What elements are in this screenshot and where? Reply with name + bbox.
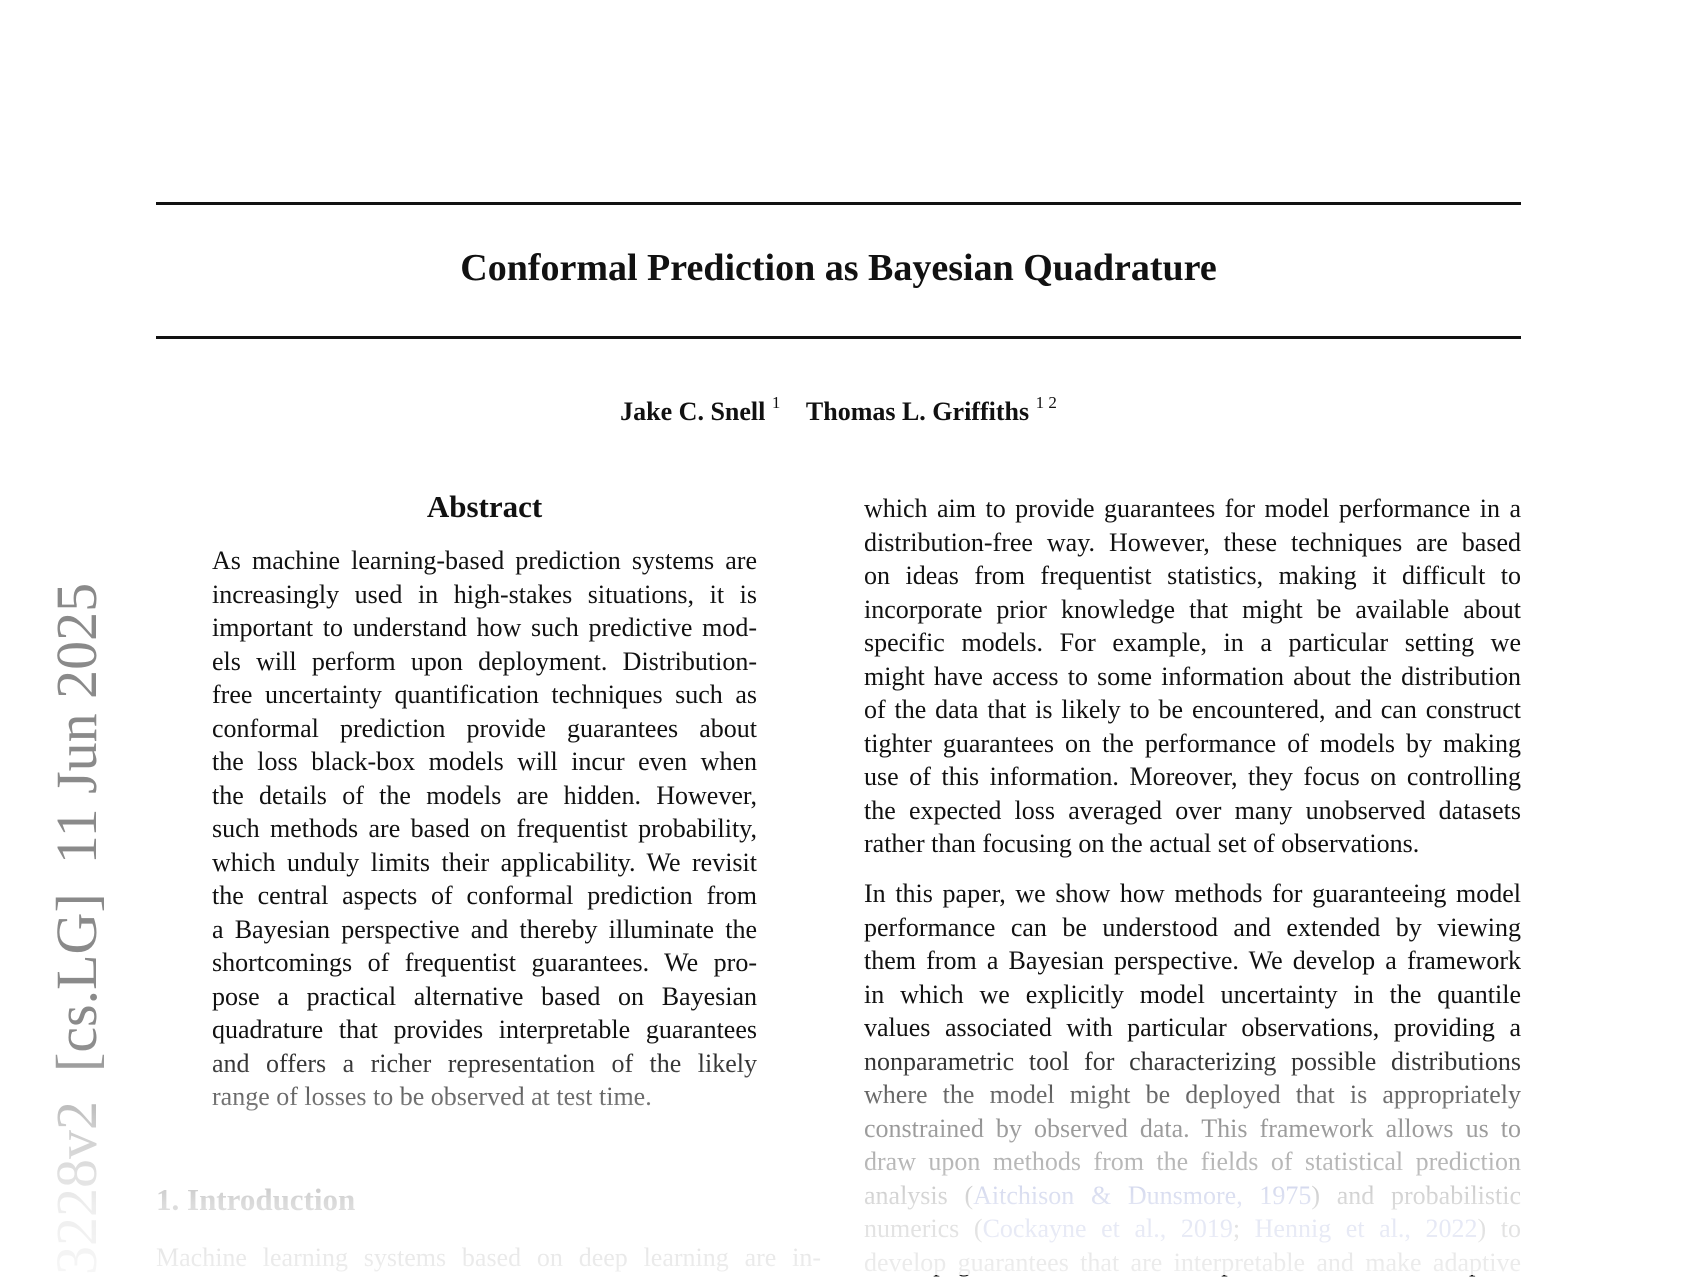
text-line: them from a Bayesian perspective. We dev… [864, 944, 1521, 978]
text-line: develop guarantees that are interpretabl… [864, 1246, 1521, 1279]
text-line: performance can be understood and extend… [864, 911, 1521, 945]
text-line: where the model might be deployed that i… [864, 1078, 1521, 1112]
text-line: distribution-free way. However, these te… [864, 526, 1521, 560]
text-line: analysis (Aitchison & Dunsmore, 1975) an… [864, 1179, 1521, 1213]
text-line: draw upon methods from the fields of sta… [864, 1145, 1521, 1179]
text-line: in which we explicitly model uncertainty… [864, 978, 1521, 1012]
text-line: use of this information. Moreover, they … [864, 760, 1521, 794]
text-line: values associated with particular observ… [864, 1011, 1521, 1045]
right-column-paragraph-2: In this paper, we show how methods for g… [864, 877, 1521, 1279]
text-line: numerics (Cockayne et al., 2019; Hennig … [864, 1212, 1521, 1246]
text-line: incorporate prior knowledge that might b… [864, 593, 1521, 627]
text-line: a Bayesian perspective and thereby illum… [212, 913, 757, 947]
text-line: which unduly limits their applicability.… [212, 846, 757, 880]
author-affiliation: 1 2 [1036, 393, 1057, 412]
abstract-heading: Abstract [212, 489, 757, 525]
introduction-body: Machine learning systems based on deep l… [156, 1241, 821, 1275]
text-line: the loss black-box models will incur eve… [212, 745, 757, 779]
text-line: tighter guarantees on the performance of… [864, 727, 1521, 761]
author-name: Thomas L. Griffiths [806, 397, 1029, 426]
text-line: the details of the models are hidden. Ho… [212, 779, 757, 813]
author-list: Jake C. Snell 1 Thomas L. Griffiths 1 2 [156, 397, 1521, 427]
text-line: pose a practical alternative based on Ba… [212, 980, 757, 1014]
text-line: and offers a richer representation of th… [212, 1047, 757, 1081]
text-line: In this paper, we show how methods for g… [864, 877, 1521, 911]
text-line: the central aspects of conformal predict… [212, 879, 757, 913]
text-line: nonparametric tool for characterizing po… [864, 1045, 1521, 1079]
text-line: rather than focusing on the actual set o… [864, 827, 1521, 861]
section-heading-introduction: 1. Introduction [156, 1182, 355, 1218]
text-line: els will perform upon deployment. Distri… [212, 645, 757, 679]
text-line: such methods are based on frequentist pr… [212, 812, 757, 846]
text-line: quadrature that provides interpretable g… [212, 1013, 757, 1047]
text-line: of the data that is likely to be encount… [864, 693, 1521, 727]
text-line: conformal prediction provide guarantees … [212, 712, 757, 746]
right-column-paragraph-1: which aim to provide guarantees for mode… [864, 492, 1521, 861]
title-bottom-rule [156, 336, 1521, 339]
text-line: increasingly used in high-stakes situati… [212, 578, 757, 612]
text-line: on ideas from frequentist statistics, ma… [864, 559, 1521, 593]
abstract-body: As machine learning-based prediction sys… [212, 544, 757, 1114]
citation-link[interactable]: Hennig et al., 2022 [1255, 1214, 1478, 1243]
top-rule [156, 202, 1521, 205]
text-line: specific models. For example, in a parti… [864, 626, 1521, 660]
text-line: important to understand how such predict… [212, 611, 757, 645]
text-line: free uncertainty quantification techniqu… [212, 678, 757, 712]
citation-link[interactable]: Aitchison & Dunsmore, 1975 [973, 1181, 1311, 1210]
text-line: range of losses to be observed at test t… [212, 1080, 757, 1114]
citation-link[interactable]: Cockayne et al., 2019 [983, 1214, 1233, 1243]
text-line: which aim to provide guarantees for mode… [864, 492, 1521, 526]
text-line: might have access to some information ab… [864, 660, 1521, 694]
author-affiliation: 1 [772, 393, 781, 412]
text-line: shortcomings of frequentist guarantees. … [212, 946, 757, 980]
text-line: constrained by observed data. This frame… [864, 1112, 1521, 1146]
paper-title: Conformal Prediction as Bayesian Quadrat… [156, 246, 1521, 290]
text-line: Machine learning systems based on deep l… [156, 1241, 821, 1275]
text-line: As machine learning-based prediction sys… [212, 544, 757, 578]
text-line: the expected loss averaged over many uno… [864, 794, 1521, 828]
arxiv-stamp: 3228v2 [cs.LG] 11 Jun 2025 [48, 583, 106, 1275]
author-name: Jake C. Snell [620, 397, 765, 426]
